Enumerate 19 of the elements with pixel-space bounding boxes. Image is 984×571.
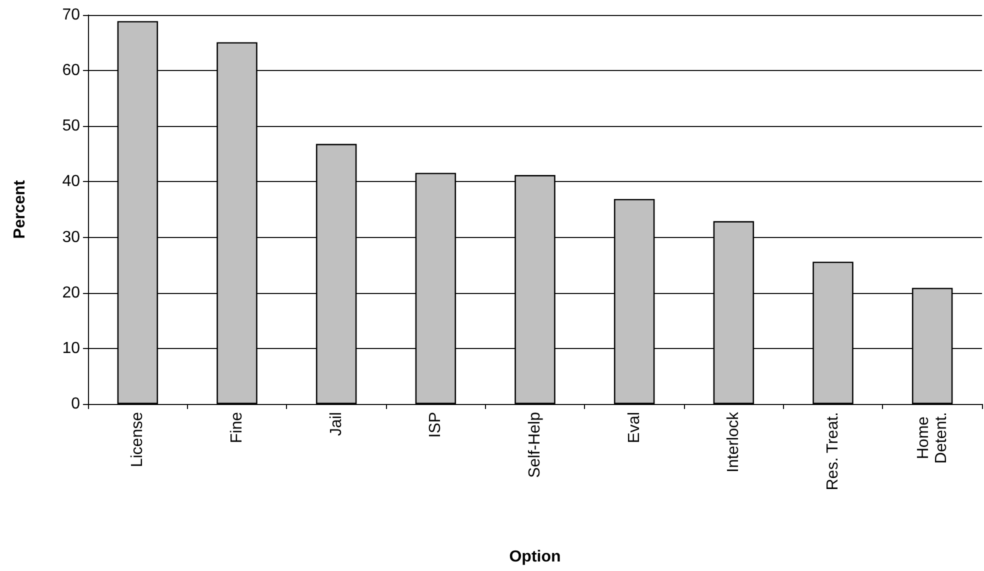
x-tick-label: License bbox=[129, 412, 146, 468]
y-tick-label: 40 bbox=[62, 173, 80, 190]
y-tick-label: 50 bbox=[62, 118, 80, 135]
x-tick-label: ISP bbox=[427, 412, 444, 438]
x-tick-label: Home Detent. bbox=[914, 412, 950, 464]
x-axis-title: Option bbox=[509, 548, 561, 566]
x-tick-label: Jail bbox=[328, 412, 345, 436]
x-tick-label: Fine bbox=[228, 412, 246, 444]
y-tick-label: 70 bbox=[62, 6, 80, 24]
y-tick-label: 30 bbox=[62, 228, 80, 246]
y-tick-label: 60 bbox=[62, 62, 80, 80]
y-tick-label: 0 bbox=[71, 396, 80, 412]
x-tick-label: Interlock bbox=[725, 411, 742, 472]
x-tick-label: Self-Help bbox=[526, 412, 544, 478]
y-tick-label: 20 bbox=[62, 284, 80, 302]
y-axis-title: Percent bbox=[12, 179, 28, 239]
x-tick-label: Res. Treat. bbox=[824, 412, 842, 490]
x-tick-label: Eval bbox=[626, 412, 643, 444]
y-tick-label: 10 bbox=[62, 340, 80, 357]
